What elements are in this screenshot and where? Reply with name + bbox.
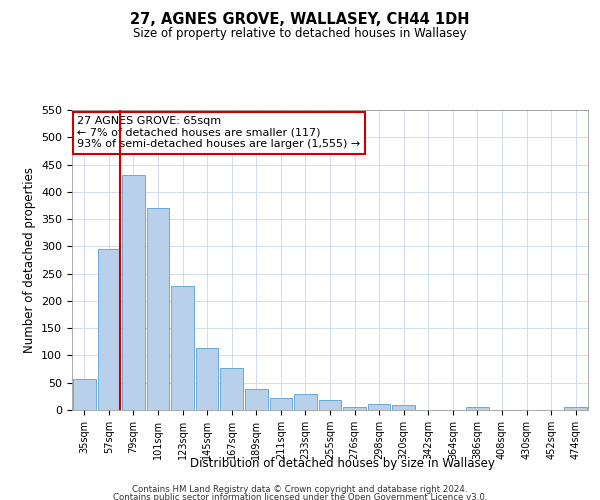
Bar bbox=[565, 408, 587, 410]
Text: 27 AGNES GROVE: 65sqm
← 7% of detached houses are smaller (117)
93% of semi-deta: 27 AGNES GROVE: 65sqm ← 7% of detached h… bbox=[77, 116, 361, 149]
Text: Distribution of detached houses by size in Wallasey: Distribution of detached houses by size … bbox=[190, 458, 494, 470]
Bar bbox=[196, 348, 218, 410]
Text: 27, AGNES GROVE, WALLASEY, CH44 1DH: 27, AGNES GROVE, WALLASEY, CH44 1DH bbox=[130, 12, 470, 28]
Bar bbox=[73, 379, 95, 410]
Bar bbox=[319, 400, 341, 410]
Text: Contains public sector information licensed under the Open Government Licence v3: Contains public sector information licen… bbox=[113, 494, 487, 500]
Bar bbox=[98, 249, 120, 410]
Text: Size of property relative to detached houses in Wallasey: Size of property relative to detached ho… bbox=[133, 28, 467, 40]
Bar bbox=[343, 408, 366, 410]
Bar bbox=[466, 408, 489, 410]
Bar bbox=[368, 404, 391, 410]
Bar bbox=[146, 208, 169, 410]
Text: Contains HM Land Registry data © Crown copyright and database right 2024.: Contains HM Land Registry data © Crown c… bbox=[132, 485, 468, 494]
Bar bbox=[392, 404, 415, 410]
Bar bbox=[122, 176, 145, 410]
Bar bbox=[269, 398, 292, 410]
Bar bbox=[245, 390, 268, 410]
Bar bbox=[220, 368, 243, 410]
Y-axis label: Number of detached properties: Number of detached properties bbox=[23, 167, 35, 353]
Bar bbox=[171, 286, 194, 410]
Bar bbox=[294, 394, 317, 410]
